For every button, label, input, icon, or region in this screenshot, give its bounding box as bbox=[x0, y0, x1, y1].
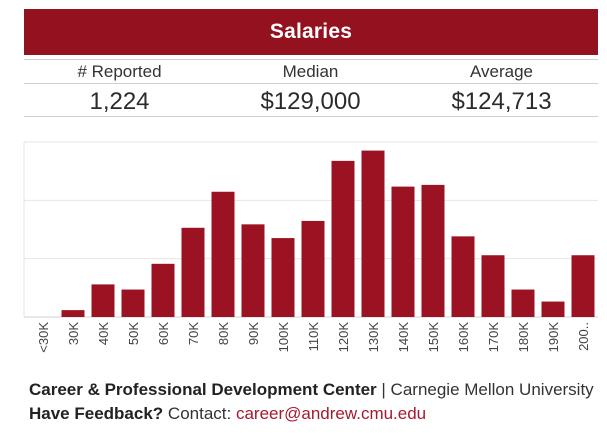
stat-average-value: $124,713 bbox=[451, 88, 552, 115]
stat-median: Median $129,000 bbox=[215, 59, 406, 116]
x-tick-label: 130K bbox=[366, 322, 381, 353]
bar-30K[interactable] bbox=[61, 310, 85, 317]
stat-median-value: $129,000 bbox=[260, 88, 361, 115]
bar-130K[interactable] bbox=[361, 150, 385, 317]
x-tick-label: 100K bbox=[276, 322, 291, 353]
footer-university: Carnegie Mellon University bbox=[390, 380, 594, 399]
bar-70K[interactable] bbox=[181, 227, 205, 317]
bar-90K[interactable] bbox=[241, 224, 265, 317]
feedback-label: Have Feedback? bbox=[29, 404, 164, 423]
footer-line-2: Have Feedback? Contact: career@andrew.cm… bbox=[29, 402, 607, 426]
stat-average-label: Average bbox=[469, 62, 533, 81]
bar-100K[interactable] bbox=[271, 238, 295, 317]
x-tick-label: 160K bbox=[456, 322, 471, 353]
x-tick-label: 190K bbox=[546, 322, 561, 353]
x-tick-label: 140K bbox=[396, 322, 411, 353]
footer-separator: | bbox=[376, 380, 391, 399]
bar-180K[interactable] bbox=[511, 289, 535, 317]
footer-line-1: Career & Professional Development Center… bbox=[29, 378, 607, 402]
footer-org: Career & Professional Development Center bbox=[29, 380, 377, 399]
x-tick-label: <30K bbox=[36, 322, 51, 353]
x-tick-label: 150K bbox=[426, 322, 441, 353]
x-tick-label: 80K bbox=[216, 322, 231, 345]
x-tick-label: 120K bbox=[336, 322, 351, 353]
bar-60K[interactable] bbox=[151, 263, 175, 317]
stat-reported: # Reported 1,224 bbox=[24, 59, 215, 116]
salary-histogram: <30K 30K 40K 50K 60K 70K 80K 90K 100K 110K 120K 130… bbox=[23, 141, 598, 353]
x-tick-label: 40K bbox=[96, 322, 111, 345]
contact-email-link[interactable]: career@andrew.cmu.edu bbox=[235, 404, 427, 423]
x-tick-label: 180K bbox=[516, 322, 531, 353]
salary-distribution-chart: <30K 30K 40K 50K 60K 70K 80K 90K 100K 110K 120K 130… bbox=[0, 140, 607, 375]
salary-stats: # Reported 1,224 Median $129,000 Average… bbox=[24, 59, 598, 117]
x-tick-label: 200.. bbox=[576, 322, 591, 351]
bar-140K[interactable] bbox=[391, 186, 415, 317]
bar-160K[interactable] bbox=[451, 236, 475, 317]
page-title: Salaries bbox=[269, 20, 353, 43]
stat-reported-label: # Reported bbox=[77, 62, 162, 81]
bar-80K[interactable] bbox=[211, 191, 235, 317]
bar-150K[interactable] bbox=[421, 184, 445, 317]
salaries-banner: Salaries bbox=[24, 9, 598, 55]
stat-average: Average $124,713 bbox=[406, 59, 597, 116]
x-tick-label: 60K bbox=[156, 322, 171, 345]
bar-200[interactable] bbox=[571, 255, 595, 317]
bar-190K[interactable] bbox=[541, 301, 565, 317]
x-tick-label: 30K bbox=[66, 322, 81, 345]
stats-mid-divider bbox=[24, 83, 598, 84]
bar-170K[interactable] bbox=[481, 255, 505, 317]
stats-bottom-divider bbox=[24, 116, 598, 117]
x-tick-label: 90K bbox=[246, 322, 261, 345]
bar-50K[interactable] bbox=[121, 289, 145, 317]
bar-40K[interactable] bbox=[91, 284, 115, 317]
contact-label: Contact: bbox=[163, 404, 236, 423]
stats-top-divider bbox=[24, 59, 598, 60]
stat-median-label: Median bbox=[282, 62, 339, 81]
bar-110K[interactable] bbox=[301, 220, 325, 317]
x-tick-label: 170K bbox=[486, 322, 501, 353]
x-tick-label: 110K bbox=[306, 322, 321, 352]
bar-120K[interactable] bbox=[331, 160, 355, 317]
footer: Career & Professional Development Center… bbox=[29, 378, 607, 426]
x-tick-label: 70K bbox=[186, 322, 201, 345]
stat-reported-value: 1,224 bbox=[89, 88, 150, 115]
x-tick-label: 50K bbox=[126, 322, 141, 345]
